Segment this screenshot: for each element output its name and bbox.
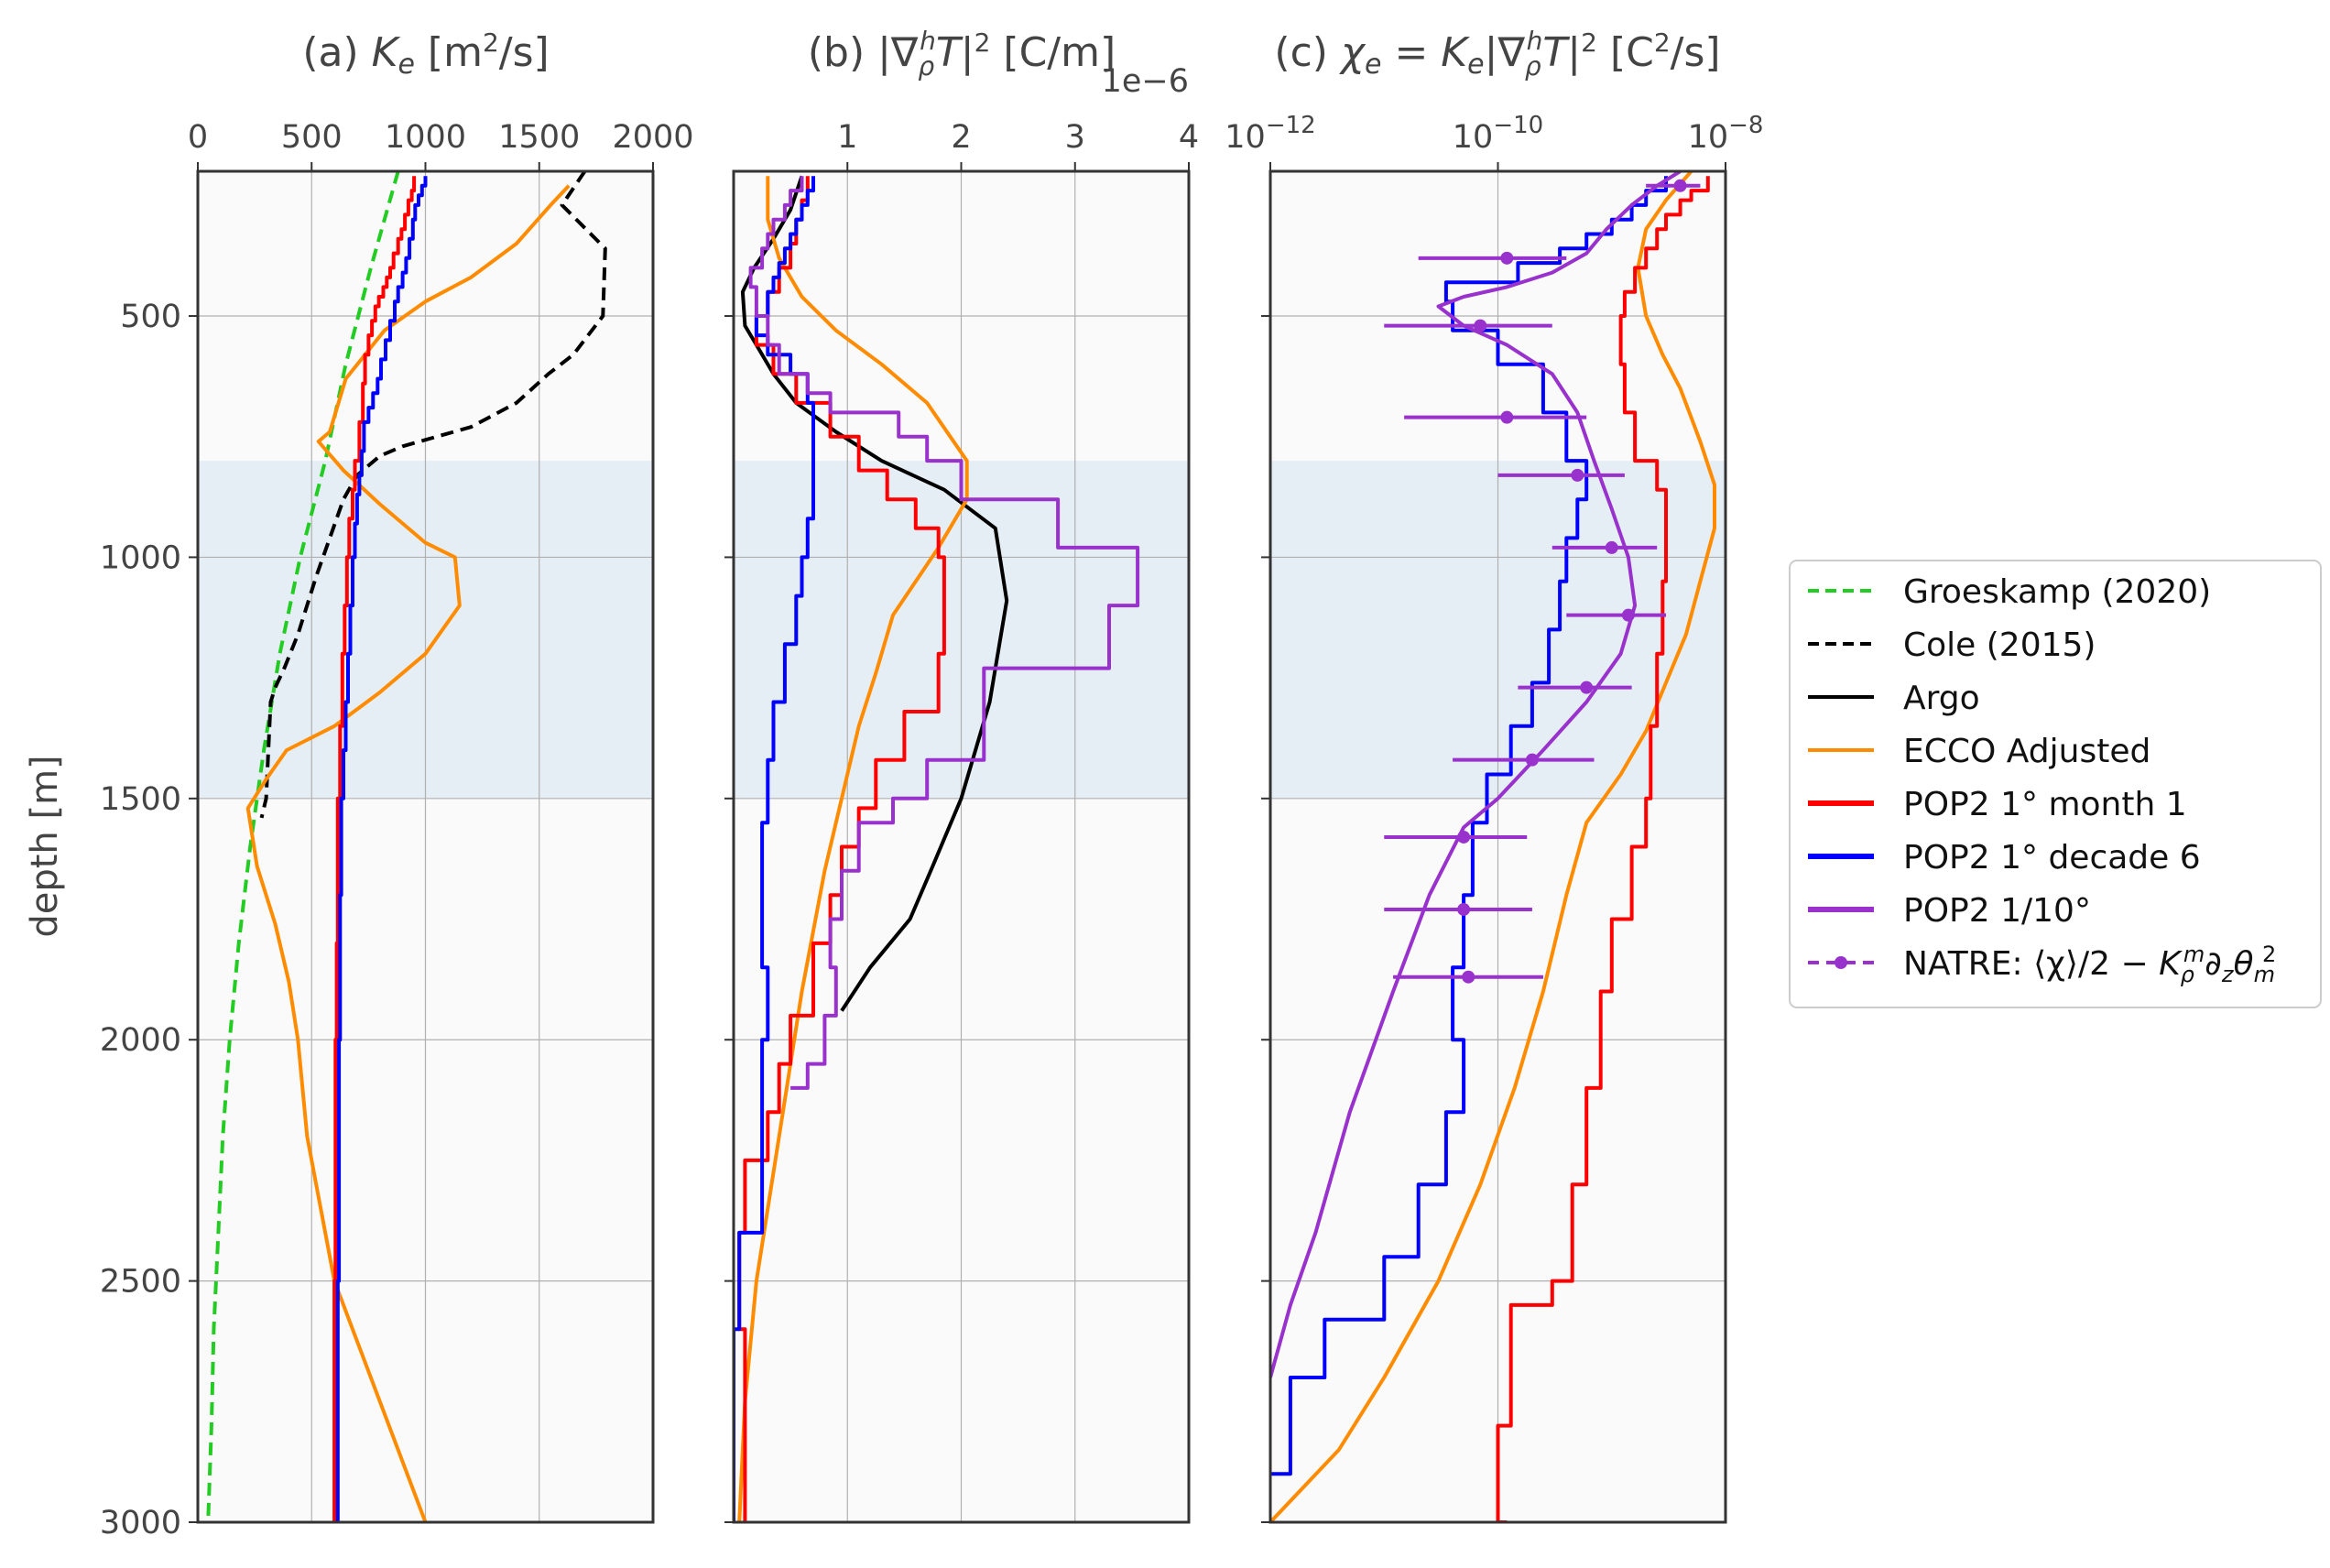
x-tick-label: 0 — [188, 119, 208, 156]
legend-label: Argo — [1903, 680, 1980, 717]
legend-label: Groeskamp (2020) — [1903, 573, 2211, 611]
y-tick-label: 2000 — [100, 1022, 181, 1059]
series-pop2-1-month-1 — [737, 176, 946, 1522]
series-pop2-1-decade-6 — [734, 176, 815, 1522]
panel-b-title: (b) |∇ρhT|2 [C/m] — [808, 26, 1116, 82]
natre-point — [1673, 179, 1687, 192]
natre-point — [1621, 608, 1635, 622]
x-tick-label: 2000 — [612, 119, 693, 156]
panel-c: 10−12 10−10 10−8 — [1225, 112, 1764, 1524]
natre-point — [1580, 681, 1594, 694]
panel-b-frame — [732, 169, 1191, 1524]
series-pop2-1-month-1 — [332, 176, 417, 1522]
natre-point — [1457, 830, 1471, 844]
y-tick-label: 1000 — [100, 539, 181, 576]
series-pop2-1-decade-6 — [1270, 176, 1668, 1476]
x-tick-label: 2 — [951, 119, 971, 156]
natre-point — [1500, 410, 1514, 424]
panel-b-offset-text: 1e−6 — [1102, 63, 1189, 100]
series-ecco-adjusted — [245, 184, 571, 1522]
series-pop2-1-10- — [1270, 171, 1682, 1378]
legend-item: POP2 1° decade 6 — [1808, 839, 2201, 877]
panel-c-title: (c) χe = Ke|∇ρhT|2 [C2/s] — [1274, 26, 1720, 82]
legend-item: Cole (2015) — [1808, 626, 2096, 664]
y-axis-label: depth [m] — [24, 755, 66, 937]
series-cole-2015- — [259, 171, 607, 819]
legend-item: NATRE: ⟨χ⟩/2 − Kρm∂zθm2 — [1808, 942, 2276, 987]
panel-c-frame — [1268, 169, 1727, 1524]
series-pop2-1-decade-6 — [335, 176, 428, 1522]
panel-b: 1 2 3 4 — [724, 119, 1199, 1524]
x-tick-label: 1 — [837, 119, 857, 156]
legend-label: Cole (2015) — [1903, 626, 2096, 664]
x-tick-label: 500 — [281, 119, 343, 156]
legend-label: ECCO Adjusted — [1903, 733, 2150, 770]
legend-item: Argo — [1808, 680, 1980, 717]
legend-item: ECCO Adjusted — [1808, 733, 2150, 770]
legend-label: POP2 1° decade 6 — [1903, 839, 2201, 877]
legend-marker — [1835, 956, 1847, 969]
natre-point — [1571, 468, 1584, 482]
natre-point — [1525, 753, 1539, 767]
legend-item: POP2 1° month 1 — [1808, 786, 2187, 823]
y-tick-label: 3000 — [100, 1505, 181, 1541]
panel-a: 500 1000 1500 2000 2500 3000 0 500 1000 1500 2000 — [100, 119, 694, 1541]
y-tick-label: 2500 — [100, 1264, 181, 1301]
natre-errorbars — [1384, 179, 1701, 984]
legend: Groeskamp (2020) Cole (2015) Argo ECCO Adju… — [1789, 560, 2322, 1008]
natre-point — [1474, 319, 1487, 332]
legend-item: POP2 1/10° — [1808, 892, 2091, 930]
series-pop2-1-10- — [748, 176, 1140, 1090]
natre-point — [1457, 902, 1471, 916]
x-tick-label: 10−8 — [1688, 112, 1764, 156]
panel-a-series — [206, 171, 607, 1522]
panel-c-series — [1270, 171, 1716, 1522]
series-ecco-adjusted — [737, 176, 969, 1522]
x-tick-label: 10−12 — [1225, 112, 1315, 156]
y-tick-label: 1500 — [100, 781, 181, 818]
panel-a-frame — [196, 169, 655, 1524]
legend-label: NATRE: ⟨χ⟩/2 − Kρm∂zθm2 — [1903, 942, 2276, 987]
series-ecco-adjusted — [1270, 171, 1716, 1522]
x-tick-label: 1000 — [385, 119, 466, 156]
series-pop2-1-month-1 — [1496, 176, 1710, 1522]
panel-a-title: (a) Ke [m2/s] — [302, 27, 549, 81]
x-tick-label: 3 — [1065, 119, 1085, 156]
x-tick-label: 1500 — [498, 119, 580, 156]
natre-point — [1500, 251, 1514, 265]
legend-box — [1789, 560, 2322, 1008]
legend-label: POP2 1° month 1 — [1903, 786, 2187, 823]
natre-point — [1462, 970, 1475, 984]
legend-label: POP2 1/10° — [1903, 892, 2091, 930]
legend-item: Groeskamp (2020) — [1808, 573, 2211, 611]
x-tick-label: 4 — [1179, 119, 1199, 156]
x-tick-label: 10−10 — [1453, 112, 1543, 156]
natre-point — [1605, 540, 1618, 554]
y-tick-label: 500 — [120, 299, 181, 335]
panel-b-series — [734, 175, 1140, 1522]
